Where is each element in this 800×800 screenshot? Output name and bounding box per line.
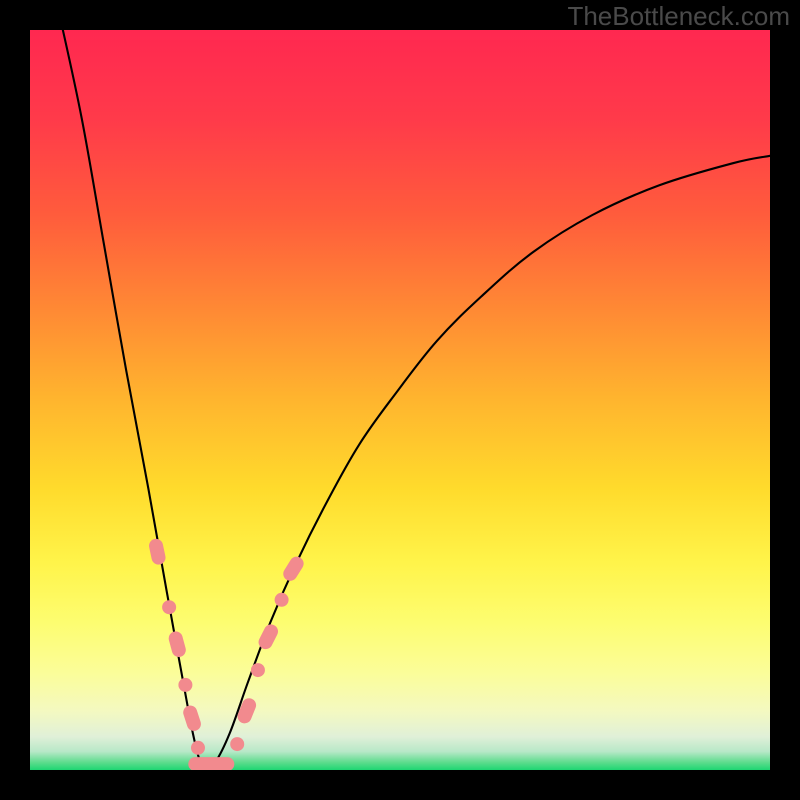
plot-area: [30, 30, 770, 770]
marker-dot: [251, 663, 265, 677]
chart-stage: TheBottleneck.com: [0, 0, 800, 800]
marker-dot: [275, 593, 289, 607]
marker-dot: [178, 678, 192, 692]
marker-dot: [162, 600, 176, 614]
marker-pill: [188, 757, 234, 771]
watermark-text: TheBottleneck.com: [567, 1, 790, 32]
marker-dot: [191, 741, 205, 755]
marker-dot: [230, 737, 244, 751]
chart-svg: [0, 0, 800, 800]
